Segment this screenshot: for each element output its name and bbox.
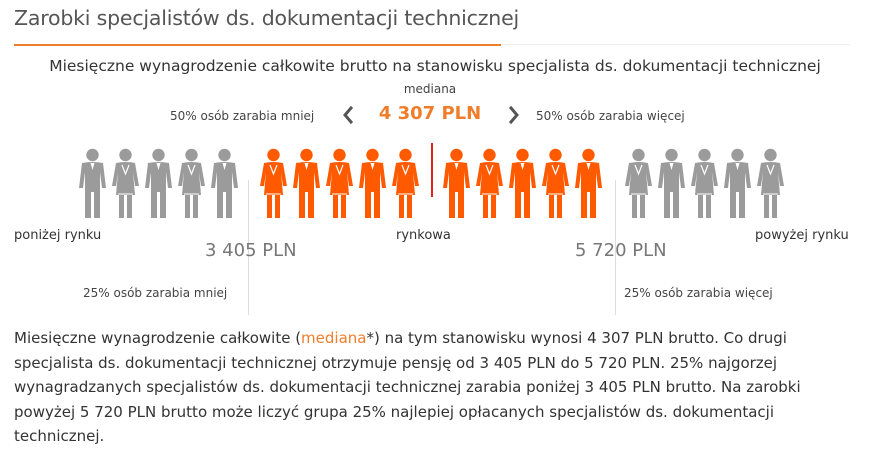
more-half-label: 50% osób zarabia więcej [536,109,685,123]
person-male-icon [79,148,106,218]
above-market-label: powyżej rynku [755,228,849,243]
title-underline [14,44,501,46]
person-female-icon [178,148,205,218]
person-female-icon [757,148,784,218]
vline-left [248,180,249,315]
median-label: mediana [403,82,457,96]
less-half-label: 50% osób zarabia mniej [170,109,315,123]
person-male-icon [443,148,470,218]
page-title: Zarobki specjalistów ds. dokumentacji te… [14,6,519,30]
market-label: rynkowa [396,228,451,243]
median-link[interactable]: mediana [301,329,367,347]
person-male-icon [211,148,238,218]
description-text-end: *) na tym stanowisku wynosi 4 307 PLN br… [14,329,801,445]
person-female-icon [476,148,503,218]
person-male-icon [293,148,320,218]
chart-subtitle: Miesięczne wynagrodzenie całkowite brutt… [49,57,821,75]
person-female-icon [542,148,569,218]
person-male-icon [724,148,751,218]
vline-right [615,180,616,315]
person-male-icon [575,148,602,218]
person-female-icon [625,148,652,218]
chevron-right-icon[interactable] [506,106,522,124]
more-quarter-label: 25% osób zarabia więcej [624,286,773,300]
person-male-icon [658,148,685,218]
person-female-icon [691,148,718,218]
people-graphic [0,148,870,223]
person-male-icon [145,148,172,218]
less-quarter-label: 25% osób zarabia mniej [83,286,228,300]
q3-value: 5 720 PLN [575,240,667,261]
person-male-icon [509,148,536,218]
person-male-icon [359,148,386,218]
q1-value: 3 405 PLN [205,240,297,261]
chevron-left-icon[interactable] [340,106,356,124]
person-female-icon [326,148,353,218]
median-value: 4 307 PLN [378,103,482,124]
below-market-label: poniżej rynku [14,228,102,243]
median-line [431,143,433,197]
salary-description: Miesięczne wynagrodzenie całkowite (medi… [14,326,844,449]
person-female-icon [392,148,419,218]
description-text-start: Miesięczne wynagrodzenie całkowite ( [14,329,302,347]
person-female-icon [260,148,287,218]
person-female-icon [112,148,139,218]
